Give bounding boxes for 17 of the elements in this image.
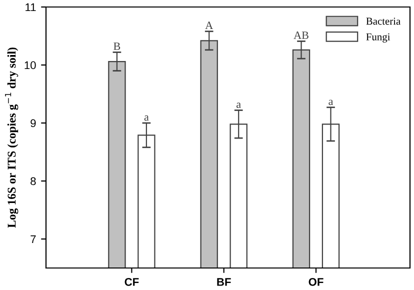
x-tick-label: OF [308,278,324,286]
x-tick-label: CF [124,278,139,286]
legend-label: Bacteria [366,18,400,25]
y-tick-label: 11 [26,3,36,12]
y-tick-label: 7 [30,235,36,244]
annotation: a [236,102,241,108]
y-tick-label: 8 [30,177,36,186]
annotation: A [205,22,214,29]
annotation: a [328,100,334,106]
y-tick-label: 9 [30,119,36,128]
annotation: AB [294,32,308,39]
y-tick-label: 10 [24,61,36,70]
x-tick-label: BF [217,278,231,286]
y-axis-title: Log 16S or ITS (copies g$^{−1}$ dry soil) [5,48,18,228]
annotation: a [144,115,149,121]
legend-label: Fungi [366,33,390,43]
annotation: B [114,42,120,50]
